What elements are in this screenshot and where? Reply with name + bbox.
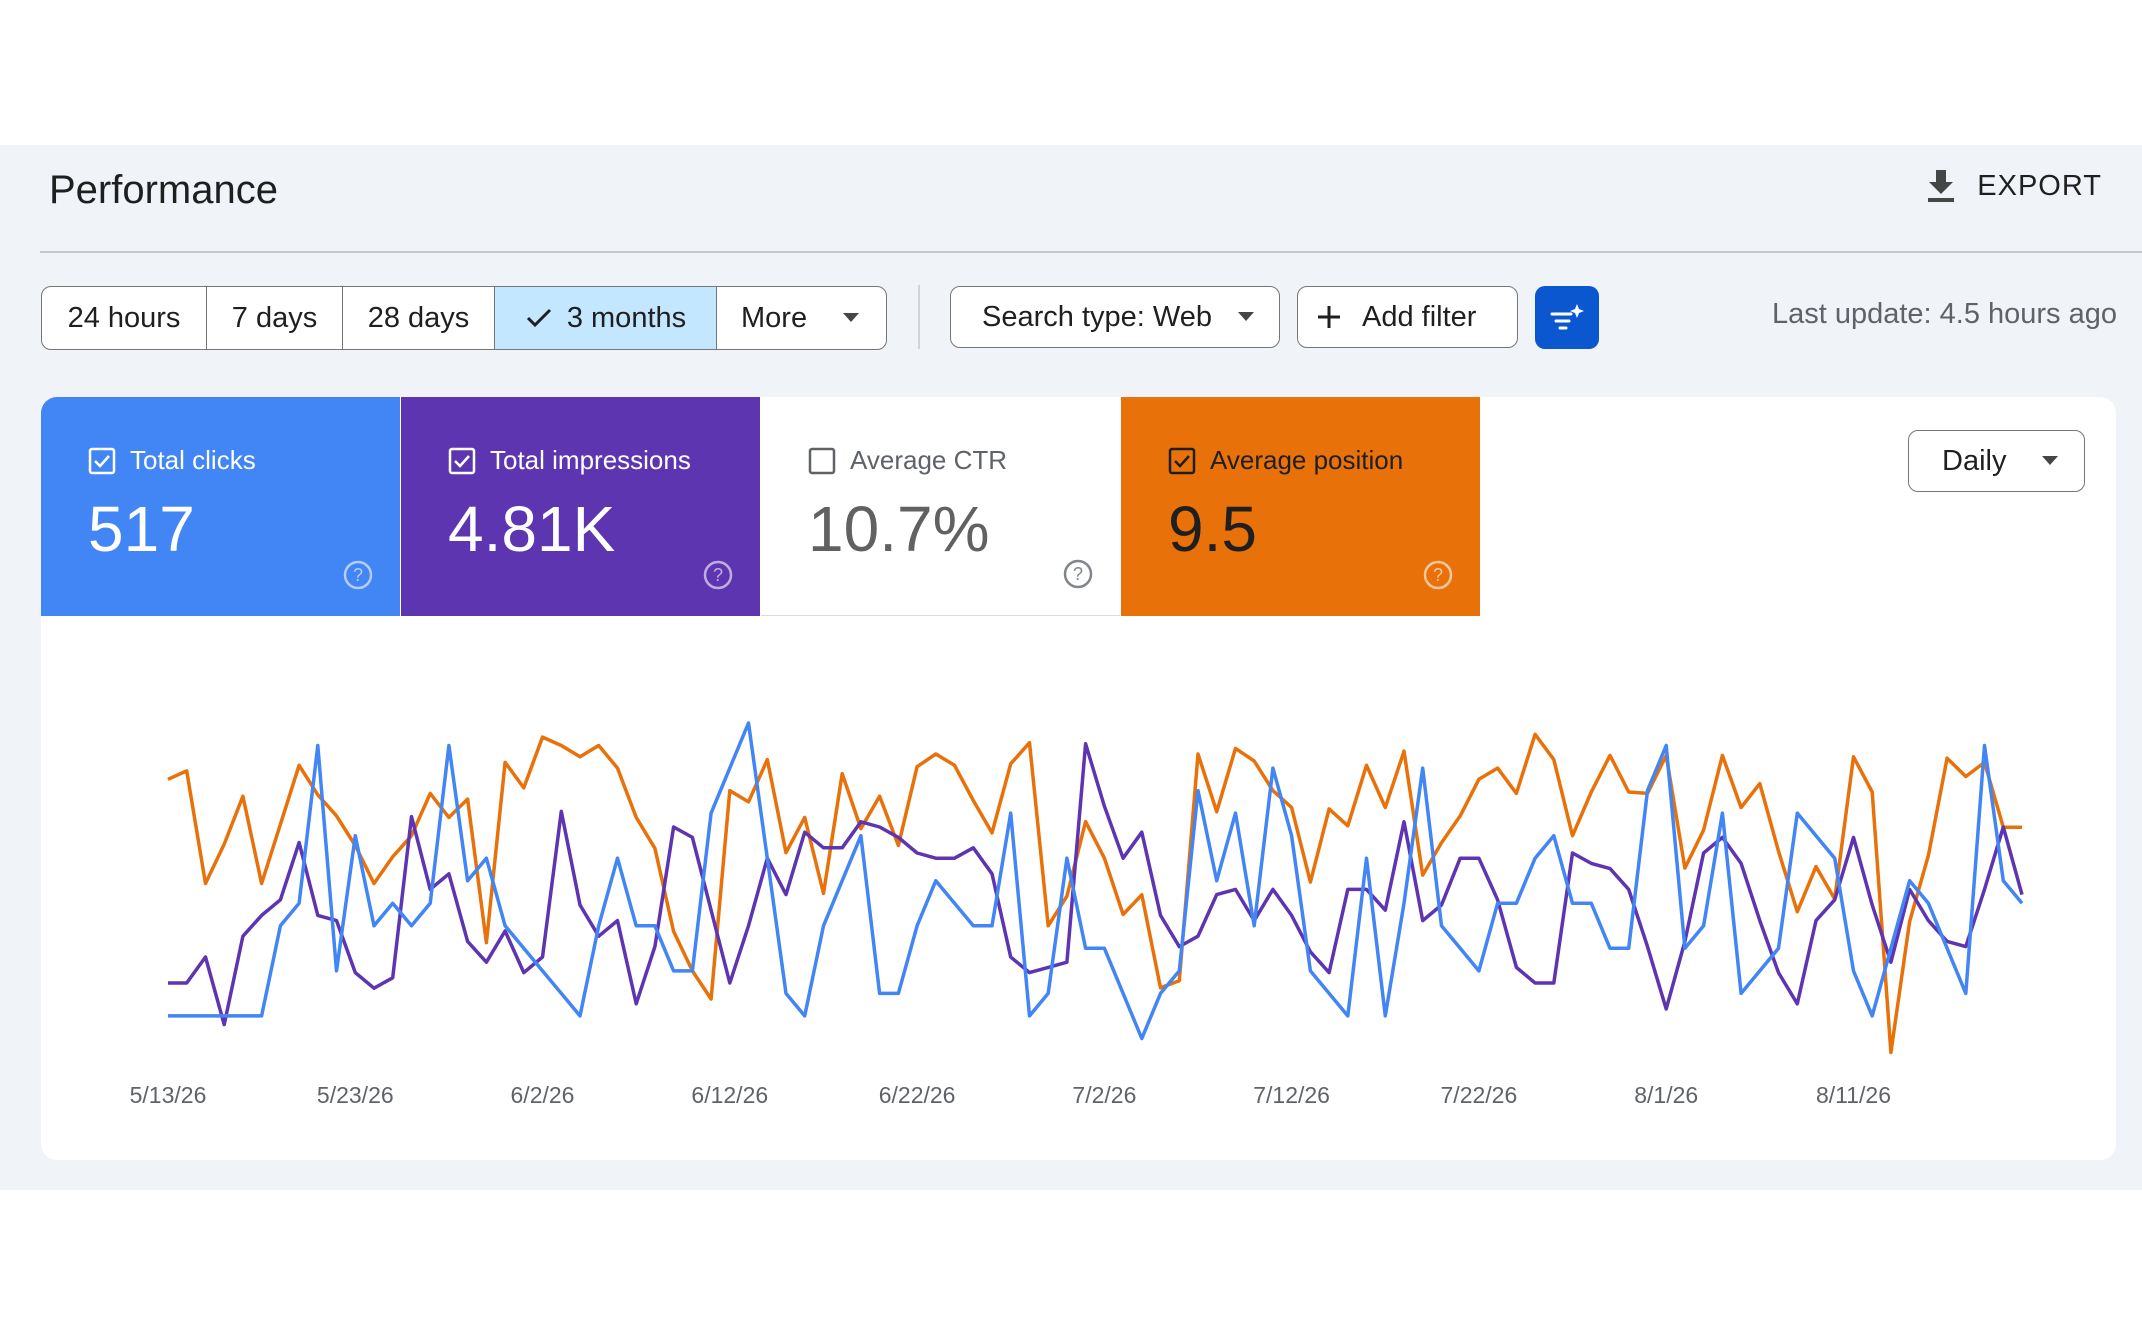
granularity-label: Daily <box>1942 444 2007 477</box>
checkbox-checked-icon[interactable] <box>1168 447 1196 475</box>
metric-value: 4.81K <box>448 493 616 565</box>
metric-label: Average position <box>1210 445 1404 475</box>
x-tick-label: 6/12/26 <box>691 1082 768 1108</box>
help-icon[interactable]: ? <box>1422 559 1454 591</box>
range-label: 3 months <box>566 301 687 334</box>
range-label: 7 days <box>231 301 318 334</box>
add-filter-button[interactable]: Add filter <box>1297 286 1518 348</box>
metric-average-position[interactable]: Average position 9.5 ? <box>1121 397 1480 616</box>
plus-icon <box>1318 306 1340 328</box>
last-update-text: Last update: 4.5 hours ago <box>1771 298 2117 330</box>
help-icon[interactable]: ? <box>1062 558 1094 590</box>
performance-line-chart: 5/13/26 5/23/26 6/2/26 6/12/26 6/22/26 7/2/26… <box>130 721 2024 1108</box>
range-label: 24 hours <box>67 301 181 334</box>
x-tick-label: 8/1/26 <box>1634 1082 1698 1108</box>
page-title: Performance <box>49 168 278 212</box>
x-tick-label: 6/22/26 <box>879 1082 956 1108</box>
ai-filter-icon <box>1550 303 1584 329</box>
svg-text:?: ? <box>353 565 363 585</box>
metric-label: Average CTR <box>850 445 1008 475</box>
header-divider <box>40 251 2142 253</box>
toolbar-separator <box>918 285 920 349</box>
metric-label: Total clicks <box>130 445 256 475</box>
x-tick-label: 5/13/26 <box>130 1082 207 1108</box>
x-tick-label: 5/23/26 <box>317 1082 394 1108</box>
range-3-months-button[interactable]: 3 months <box>495 287 717 349</box>
metric-total-clicks[interactable]: Total clicks 517 ? <box>41 397 400 616</box>
metric-value: 9.5 <box>1168 493 1257 565</box>
ai-filter-button[interactable] <box>1535 286 1599 349</box>
check-icon <box>526 308 551 328</box>
metric-value: 10.7% <box>808 493 990 565</box>
range-24-hours-button[interactable]: 24 hours <box>42 287 207 349</box>
checkbox-checked-icon[interactable] <box>448 447 476 475</box>
metric-label: Total impressions <box>490 445 691 475</box>
performance-chart-card: Total clicks 517 ? Total impressions 4.8… <box>41 397 2116 1160</box>
add-filter-label: Add filter <box>1362 300 1477 333</box>
caret-down-icon <box>1238 312 1254 321</box>
x-tick-label: 8/11/26 <box>1816 1082 1891 1108</box>
svg-text:?: ? <box>1433 565 1443 585</box>
export-button[interactable]: EXPORT <box>1925 168 2102 204</box>
x-tick-label: 6/2/26 <box>511 1082 575 1108</box>
caret-down-icon <box>2042 456 2058 465</box>
x-tick-label: 7/12/26 <box>1253 1082 1330 1108</box>
download-icon <box>1928 170 1955 202</box>
date-range-selector: 24 hours 7 days 28 days 3 months More <box>41 286 887 350</box>
x-tick-label: 7/2/26 <box>1072 1082 1136 1108</box>
checkbox-checked-icon[interactable] <box>88 447 116 475</box>
metric-average-ctr[interactable]: Average CTR 10.7% ? <box>761 397 1120 616</box>
search-type-dropdown[interactable]: Search type: Web <box>950 286 1280 348</box>
search-type-label: Search type: Web <box>982 300 1212 333</box>
range-7-days-button[interactable]: 7 days <box>207 287 343 349</box>
range-label: More <box>741 301 808 334</box>
checkbox-unchecked-icon[interactable] <box>808 447 836 475</box>
svg-text:?: ? <box>713 565 723 585</box>
metric-total-impressions[interactable]: Total impressions 4.81K ? <box>401 397 760 616</box>
range-label: 28 days <box>367 301 470 334</box>
range-28-days-button[interactable]: 28 days <box>343 287 495 349</box>
series-line-total-clicks <box>168 721 2024 1041</box>
granularity-dropdown[interactable]: Daily <box>1908 430 2085 492</box>
export-label: EXPORT <box>1977 169 2102 202</box>
caret-down-icon <box>843 313 860 322</box>
svg-text:?: ? <box>1073 564 1083 584</box>
range-more-dropdown[interactable]: More <box>717 287 886 349</box>
help-icon[interactable]: ? <box>702 559 734 591</box>
series-line-total-impressions <box>168 742 2024 1027</box>
help-icon[interactable]: ? <box>342 559 374 591</box>
x-tick-label: 7/22/26 <box>1441 1082 1518 1108</box>
metric-value: 517 <box>88 493 195 565</box>
